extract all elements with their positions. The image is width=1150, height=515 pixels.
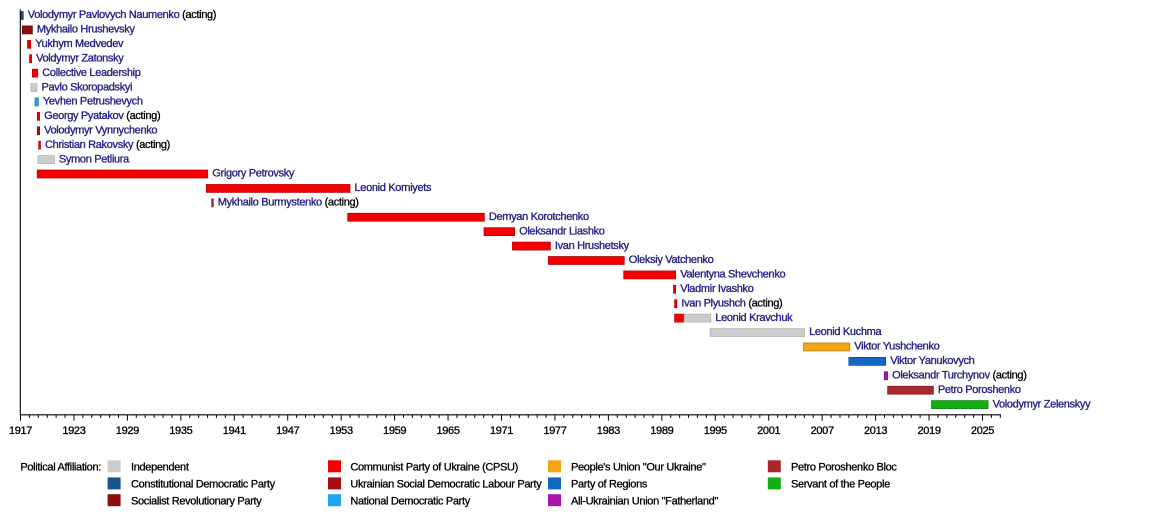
svg-text:Ivan Hrushetsky: Ivan Hrushetsky	[555, 240, 630, 252]
svg-text:Volodymyr Vynnychenko: Volodymyr Vynnychenko	[44, 124, 157, 136]
svg-text:1947: 1947	[276, 425, 299, 437]
svg-text:Viktor Yushchenko: Viktor Yushchenko	[854, 341, 939, 353]
svg-text:Ivan Plyushch (acting): Ivan Plyushch (acting)	[681, 297, 782, 309]
svg-text:Vladmir Ivashko: Vladmir Ivashko	[680, 283, 754, 295]
svg-text:1953: 1953	[330, 425, 353, 437]
svg-text:1989: 1989	[650, 425, 673, 437]
svg-text:Volodymyr Pavlovych Naumenko (: Volodymyr Pavlovych Naumenko (acting)	[28, 9, 216, 21]
svg-text:Communist Party of Ukraine (CP: Communist Party of Ukraine (CPSU)	[350, 462, 518, 474]
svg-text:Symon Petliura: Symon Petliura	[59, 153, 130, 165]
svg-text:2025: 2025	[971, 425, 994, 437]
svg-text:Yukhym Medvedev: Yukhym Medvedev	[35, 38, 124, 50]
svg-text:Mykhailo Hrushevsky: Mykhailo Hrushevsky	[37, 24, 135, 36]
svg-text:Viktor Yanukovych: Viktor Yanukovych	[890, 355, 974, 367]
svg-text:Georgy Pyatakov (acting): Georgy Pyatakov (acting)	[44, 110, 160, 122]
svg-text:All-Ukrainian Union "Fatherlan: All-Ukrainian Union "Fatherland"	[571, 495, 718, 507]
svg-text:Mykhailo Burmystenko (acting): Mykhailo Burmystenko (acting)	[218, 197, 359, 209]
svg-text:2019: 2019	[917, 425, 940, 437]
svg-text:1959: 1959	[383, 425, 406, 437]
svg-text:Petro Poroshenko Bloc: Petro Poroshenko Bloc	[791, 462, 897, 474]
svg-text:Oleksiy Vatchenko: Oleksiy Vatchenko	[629, 254, 714, 266]
svg-text:National Democratic Party: National Democratic Party	[350, 495, 470, 507]
svg-text:People's Union "Our Ukraine": People's Union "Our Ukraine"	[571, 462, 706, 474]
svg-text:Voldymyr Zatonsky: Voldymyr Zatonsky	[36, 52, 124, 64]
svg-text:1971: 1971	[490, 425, 513, 437]
svg-text:Leonid Kuchma: Leonid Kuchma	[809, 326, 882, 338]
svg-text:1983: 1983	[597, 425, 620, 437]
svg-text:Ukrainian Social Democratic La: Ukrainian Social Democratic Labour Party	[350, 479, 542, 491]
svg-text:Independent: Independent	[131, 462, 189, 474]
svg-text:Leonid Kravchuk: Leonid Kravchuk	[715, 312, 793, 324]
svg-text:1965: 1965	[436, 425, 459, 437]
svg-text:Constitutional Democratic Part: Constitutional Democratic Party	[131, 479, 276, 491]
svg-text:Yevhen Petrushevych: Yevhen Petrushevych	[43, 96, 143, 108]
svg-text:2001: 2001	[757, 425, 780, 437]
svg-text:Valentyna Shevchenko: Valentyna Shevchenko	[680, 269, 785, 281]
svg-text:1923: 1923	[62, 425, 85, 437]
svg-text:1935: 1935	[169, 425, 192, 437]
svg-text:Volodymyr Zelenskyy: Volodymyr Zelenskyy	[993, 398, 1091, 410]
svg-text:1929: 1929	[116, 425, 139, 437]
svg-text:Oleksandr Turchynov (acting): Oleksandr Turchynov (acting)	[892, 369, 1026, 381]
svg-text:Oleksandr Liashko: Oleksandr Liashko	[519, 225, 605, 237]
svg-text:Leonid Korniyets: Leonid Korniyets	[355, 182, 432, 194]
svg-text:Party of Regions: Party of Regions	[571, 479, 648, 491]
svg-text:Socialist Revolutionary Party: Socialist Revolutionary Party	[131, 495, 262, 507]
svg-text:Political Affiliation:: Political Affiliation:	[20, 461, 101, 473]
svg-text:Grigory Petrovsky: Grigory Petrovsky	[212, 168, 295, 180]
svg-text:Demyan Korotchenko: Demyan Korotchenko	[489, 211, 589, 223]
svg-text:1995: 1995	[704, 425, 727, 437]
svg-text:Pavlo Skoropadskyi: Pavlo Skoropadskyi	[42, 81, 133, 93]
svg-text:2013: 2013	[864, 425, 887, 437]
svg-text:1977: 1977	[543, 425, 566, 437]
svg-text:Servant of the People: Servant of the People	[791, 479, 890, 491]
svg-text:Christian Rakovsky (acting): Christian Rakovsky (acting)	[45, 139, 170, 151]
svg-text:1941: 1941	[223, 425, 246, 437]
svg-text:Collective Leadership: Collective Leadership	[42, 67, 140, 79]
svg-text:Petro Poroshenko: Petro Poroshenko	[938, 384, 1021, 396]
svg-text:1917: 1917	[9, 425, 32, 437]
svg-text:2007: 2007	[811, 425, 834, 437]
